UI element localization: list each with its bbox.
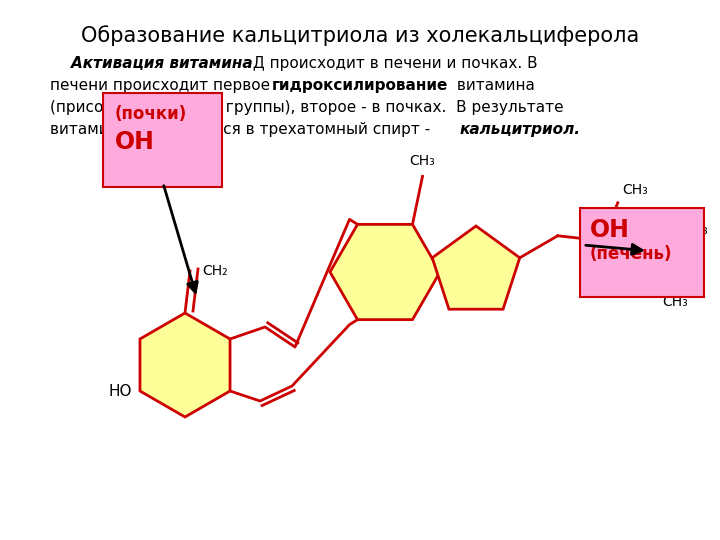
Text: СН₃: СН₃ — [662, 295, 688, 309]
Text: гидроксилирование: гидроксилирование — [272, 78, 449, 93]
Text: печени происходит первое: печени происходит первое — [50, 78, 275, 93]
Text: СН₃: СН₃ — [683, 223, 708, 237]
Text: ОН: ОН — [590, 218, 630, 242]
Text: (почки): (почки) — [115, 105, 187, 123]
Polygon shape — [432, 226, 520, 309]
Text: НО: НО — [109, 383, 132, 399]
Polygon shape — [330, 224, 440, 320]
Text: Д происходит в печени и почках. В: Д происходит в печени и почках. В — [248, 56, 538, 71]
Text: Образование кальцитриола из холекальциферола: Образование кальцитриола из холекальцифе… — [81, 25, 639, 46]
Text: СН₂: СН₂ — [202, 264, 228, 278]
Text: СН₃: СН₃ — [410, 154, 436, 168]
FancyBboxPatch shape — [103, 93, 222, 187]
Polygon shape — [140, 313, 230, 417]
FancyBboxPatch shape — [580, 208, 704, 297]
Text: кальцитриол.: кальцитриол. — [460, 122, 581, 137]
Text: витамина: витамина — [452, 78, 535, 93]
Text: (присоединение  -ОН группы), второе - в почках.  В результате: (присоединение -ОН группы), второе - в п… — [50, 100, 564, 115]
Text: витамин превращается в трехатомный спирт -: витамин превращается в трехатомный спирт… — [50, 122, 435, 137]
Text: Активация витамина: Активация витамина — [50, 56, 253, 71]
Text: (печень): (печень) — [590, 245, 672, 263]
Text: ОН: ОН — [115, 130, 155, 154]
Text: СН₃: СН₃ — [623, 183, 649, 197]
